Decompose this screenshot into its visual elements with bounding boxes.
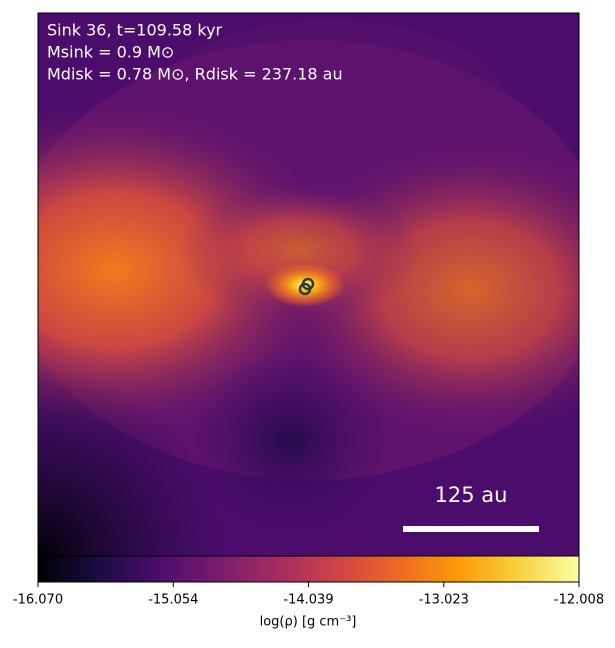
annotation: Sink 36, t=109.58 kyr: [47, 21, 223, 40]
colorbar: [37, 555, 580, 583]
density-image: [38, 13, 579, 556]
scale-bar: [403, 526, 539, 532]
sink-markers: [298, 277, 315, 296]
annotation: Mdisk = 0.78 M⊙, Rdisk = 237.18 au: [47, 65, 343, 84]
scale-bar-label: 125 au: [435, 483, 508, 507]
colorbar-tick-label: -14.039: [283, 593, 333, 608]
colorbar-tick-label: -12.008: [554, 593, 604, 608]
colorbar-tick-label: -16.070: [13, 593, 63, 608]
colorbar-tick-label: -13.023: [419, 593, 469, 608]
colorbar-label: log(ρ) [g cm⁻³]: [260, 615, 357, 630]
colorbar-tick-label: -15.054: [148, 593, 198, 608]
annotation: Msink = 0.9 M⊙: [47, 43, 174, 62]
